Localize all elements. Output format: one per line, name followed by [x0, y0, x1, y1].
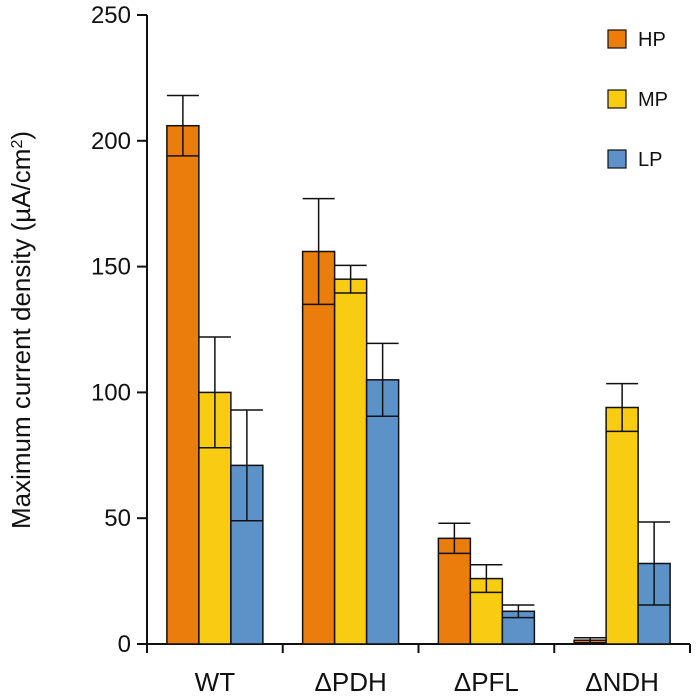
- y-tick-label: 200: [91, 128, 131, 155]
- legend-label-hp: HP: [638, 29, 666, 51]
- y-tick-label: 100: [91, 379, 131, 406]
- x-category-label: ΔNDH: [585, 667, 659, 697]
- bar-mp: [605, 406, 639, 645]
- y-axis-label-superscript: 2: [9, 140, 26, 149]
- y-axis-label-close: ): [6, 131, 36, 140]
- y-axis-label: Maximum current density (µA/cm2): [6, 131, 36, 529]
- bar-mp: [333, 278, 368, 645]
- x-category-label: ΔPDH: [314, 667, 386, 697]
- x-axis: WT ΔPDH ΔPFL ΔNDH: [146, 643, 691, 697]
- legend-label-mp: MP: [638, 89, 668, 111]
- x-category-label: WT: [195, 667, 236, 697]
- y-tick-label: 0: [118, 631, 131, 658]
- y-axis: 0 50 100 150 200 250: [91, 2, 148, 658]
- legend-label-lp: LP: [638, 149, 662, 171]
- bar-hp: [166, 124, 200, 645]
- legend: HP MP LP: [607, 29, 668, 171]
- error-bars: [166, 94, 671, 644]
- y-tick-label: 50: [104, 505, 131, 532]
- bar-hp: [437, 537, 472, 645]
- y-axis-label-main: Maximum current density (µA/cm: [6, 149, 36, 530]
- legend-swatch-mp: [607, 89, 627, 109]
- y-tick-label: 250: [91, 2, 131, 29]
- legend-swatch-hp: [607, 29, 627, 49]
- bar-lp: [365, 379, 400, 645]
- y-tick-label: 150: [91, 254, 131, 281]
- legend-swatch-lp: [607, 149, 627, 169]
- x-category-label: ΔPFL: [454, 667, 519, 697]
- bar-hp: [301, 250, 336, 645]
- bars: [166, 124, 671, 645]
